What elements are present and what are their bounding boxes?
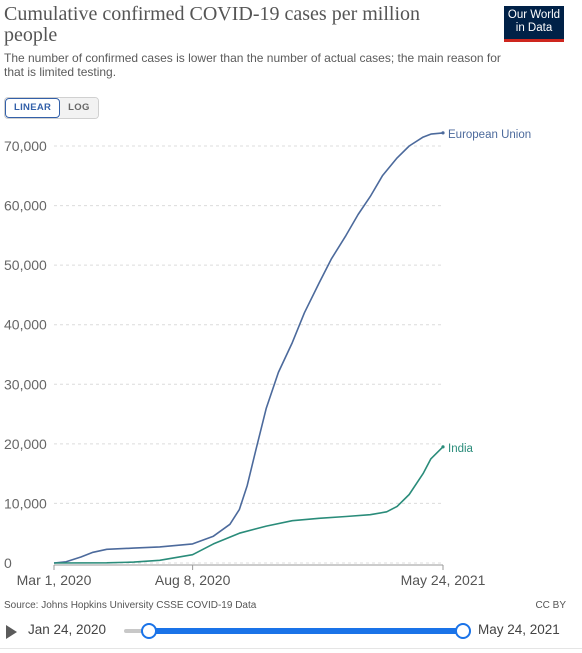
timeline-start-handle[interactable]	[141, 623, 157, 639]
timeline-selected-range[interactable]	[148, 628, 462, 634]
y-tick-label: 50,000	[4, 257, 47, 273]
source-note[interactable]: Source: Johns Hopkins University CSSE CO…	[4, 600, 257, 611]
play-icon[interactable]	[6, 625, 17, 639]
owid-logo[interactable]: Our World in Data	[504, 6, 564, 42]
series-line-european-union	[53, 132, 444, 564]
timeline-end-handle[interactable]	[455, 623, 471, 639]
line-chart: 0 10,000 20,000 30,000 40,000 50,000 60,000 70,…	[4, 129, 531, 588]
x-tick-label: Mar 1, 2020	[17, 572, 92, 588]
x-tick-label: May 24, 2021	[401, 572, 486, 588]
y-tick-label: 20,000	[4, 436, 47, 452]
y-tick-label: 60,000	[4, 198, 47, 214]
scale-toggle: LINEAR LOG	[4, 97, 99, 119]
series-line-india	[53, 446, 444, 564]
y-tick-label: 30,000	[4, 376, 47, 392]
y-tick-label: 40,000	[4, 317, 47, 333]
series-label: India	[448, 443, 474, 455]
logo-line-1: Our World	[507, 9, 561, 21]
timeline-end-label: May 24, 2021	[478, 622, 560, 637]
license-label[interactable]: CC BY	[535, 600, 566, 611]
log-scale-button[interactable]: LOG	[60, 98, 98, 118]
series-label: European Union	[448, 129, 531, 141]
chart-subtitle: The number of confirmed cases is lower t…	[4, 51, 501, 79]
y-tick-label: 10,000	[4, 495, 47, 511]
bottom-divider	[0, 648, 582, 653]
series-end-point	[441, 445, 445, 449]
timeline-control: Jan 24, 2020 May 24, 2021	[0, 618, 582, 644]
x-tick-label: Aug 8, 2020	[155, 572, 231, 588]
y-tick-label: 0	[4, 555, 12, 571]
logo-line-2: in Data	[515, 22, 553, 34]
chart-title: Cumulative confirmed COVID-19 cases per …	[4, 3, 421, 46]
y-tick-label: 70,000	[4, 138, 47, 154]
linear-scale-button[interactable]: LINEAR	[5, 98, 61, 118]
timeline-start-label: Jan 24, 2020	[28, 622, 107, 637]
series-end-point	[441, 131, 445, 135]
